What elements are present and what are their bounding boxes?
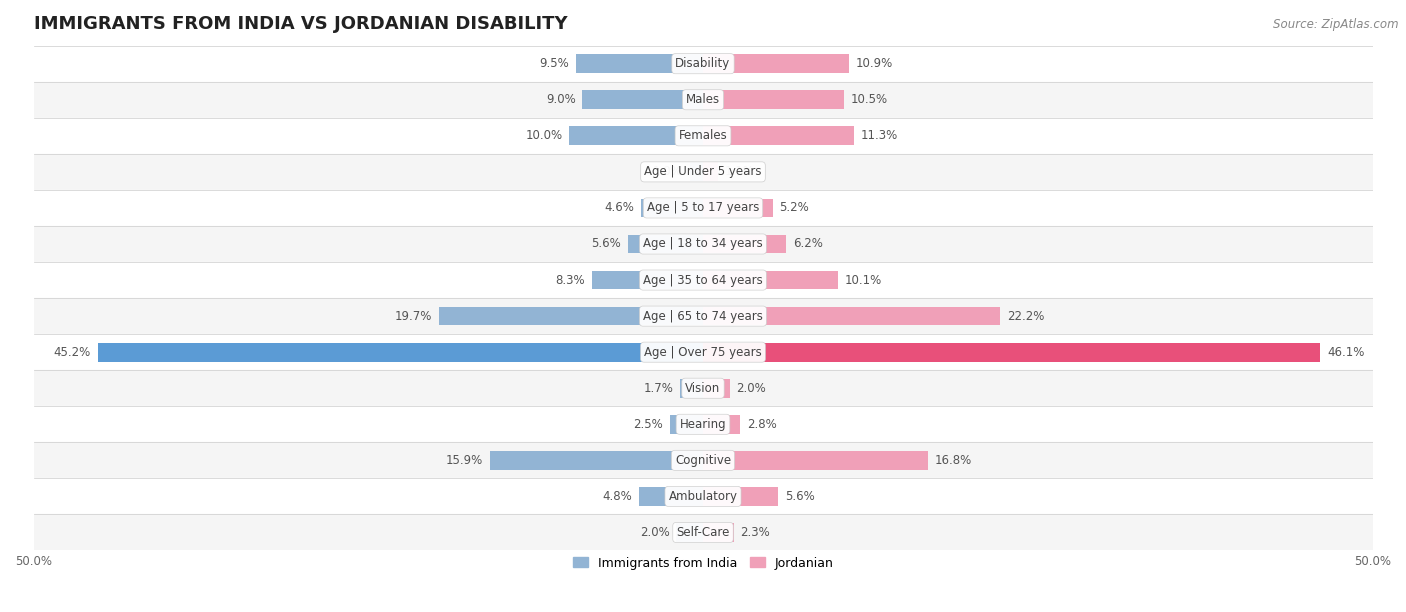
Text: 2.0%: 2.0% xyxy=(640,526,669,539)
Text: Age | Under 5 years: Age | Under 5 years xyxy=(644,165,762,178)
Bar xyxy=(576,54,703,73)
Bar xyxy=(703,379,730,398)
Text: 2.8%: 2.8% xyxy=(747,418,778,431)
Text: 8.3%: 8.3% xyxy=(555,274,585,286)
Bar xyxy=(34,370,1372,406)
Text: 2.0%: 2.0% xyxy=(737,382,766,395)
Bar xyxy=(34,262,1372,298)
Text: Age | Over 75 years: Age | Over 75 years xyxy=(644,346,762,359)
Text: 5.6%: 5.6% xyxy=(785,490,814,503)
Bar xyxy=(689,163,703,181)
Bar xyxy=(641,198,703,217)
Bar xyxy=(703,451,928,470)
Text: Cognitive: Cognitive xyxy=(675,454,731,467)
Bar xyxy=(669,415,703,434)
Text: 2.3%: 2.3% xyxy=(741,526,770,539)
Bar xyxy=(681,379,703,398)
Bar xyxy=(703,307,1000,326)
Text: 4.6%: 4.6% xyxy=(605,201,634,214)
Text: 10.1%: 10.1% xyxy=(845,274,882,286)
Bar xyxy=(34,46,1372,82)
Text: 10.0%: 10.0% xyxy=(526,129,562,143)
Bar xyxy=(703,415,741,434)
Text: Vision: Vision xyxy=(685,382,721,395)
Bar xyxy=(34,442,1372,479)
Bar xyxy=(703,127,855,145)
Bar xyxy=(34,154,1372,190)
Bar xyxy=(34,118,1372,154)
Bar xyxy=(569,127,703,145)
Text: 9.0%: 9.0% xyxy=(546,93,576,106)
Bar xyxy=(34,479,1372,515)
Text: Age | 65 to 74 years: Age | 65 to 74 years xyxy=(643,310,763,323)
Text: 2.5%: 2.5% xyxy=(633,418,662,431)
Bar xyxy=(592,271,703,289)
Text: IMMIGRANTS FROM INDIA VS JORDANIAN DISABILITY: IMMIGRANTS FROM INDIA VS JORDANIAN DISAB… xyxy=(34,15,567,33)
Text: 19.7%: 19.7% xyxy=(395,310,433,323)
Text: 6.2%: 6.2% xyxy=(793,237,823,250)
Legend: Immigrants from India, Jordanian: Immigrants from India, Jordanian xyxy=(568,551,838,575)
Bar xyxy=(703,234,786,253)
Bar xyxy=(703,198,773,217)
Bar xyxy=(34,406,1372,442)
Text: Hearing: Hearing xyxy=(679,418,727,431)
Bar xyxy=(676,523,703,542)
Bar xyxy=(638,487,703,506)
Bar xyxy=(703,163,717,181)
Bar xyxy=(439,307,703,326)
Text: 4.8%: 4.8% xyxy=(602,490,633,503)
Bar xyxy=(34,334,1372,370)
Text: 46.1%: 46.1% xyxy=(1327,346,1364,359)
Text: 1.7%: 1.7% xyxy=(644,382,673,395)
Bar xyxy=(98,343,703,362)
Bar xyxy=(34,190,1372,226)
Bar xyxy=(703,54,849,73)
Text: 9.5%: 9.5% xyxy=(540,57,569,70)
Text: 1.0%: 1.0% xyxy=(654,165,683,178)
Text: 5.2%: 5.2% xyxy=(779,201,808,214)
Text: 1.1%: 1.1% xyxy=(724,165,754,178)
Text: Males: Males xyxy=(686,93,720,106)
Text: Age | 35 to 64 years: Age | 35 to 64 years xyxy=(643,274,763,286)
Text: Females: Females xyxy=(679,129,727,143)
Bar xyxy=(703,91,844,109)
Text: 16.8%: 16.8% xyxy=(935,454,972,467)
Text: 10.5%: 10.5% xyxy=(851,93,887,106)
Text: 11.3%: 11.3% xyxy=(860,129,898,143)
Bar xyxy=(703,523,734,542)
Bar xyxy=(34,82,1372,118)
Bar xyxy=(628,234,703,253)
Text: Source: ZipAtlas.com: Source: ZipAtlas.com xyxy=(1274,18,1399,31)
Text: Self-Care: Self-Care xyxy=(676,526,730,539)
Bar xyxy=(582,91,703,109)
Text: Age | 18 to 34 years: Age | 18 to 34 years xyxy=(643,237,763,250)
Text: 45.2%: 45.2% xyxy=(53,346,91,359)
Text: 15.9%: 15.9% xyxy=(446,454,484,467)
Text: Disability: Disability xyxy=(675,57,731,70)
Bar xyxy=(703,343,1320,362)
Bar xyxy=(34,298,1372,334)
Bar xyxy=(703,487,778,506)
Text: Ambulatory: Ambulatory xyxy=(668,490,738,503)
Bar xyxy=(34,515,1372,551)
Bar xyxy=(703,271,838,289)
Text: Age | 5 to 17 years: Age | 5 to 17 years xyxy=(647,201,759,214)
Bar xyxy=(491,451,703,470)
Text: 10.9%: 10.9% xyxy=(856,57,893,70)
Text: 22.2%: 22.2% xyxy=(1007,310,1045,323)
Bar xyxy=(34,226,1372,262)
Text: 5.6%: 5.6% xyxy=(592,237,621,250)
